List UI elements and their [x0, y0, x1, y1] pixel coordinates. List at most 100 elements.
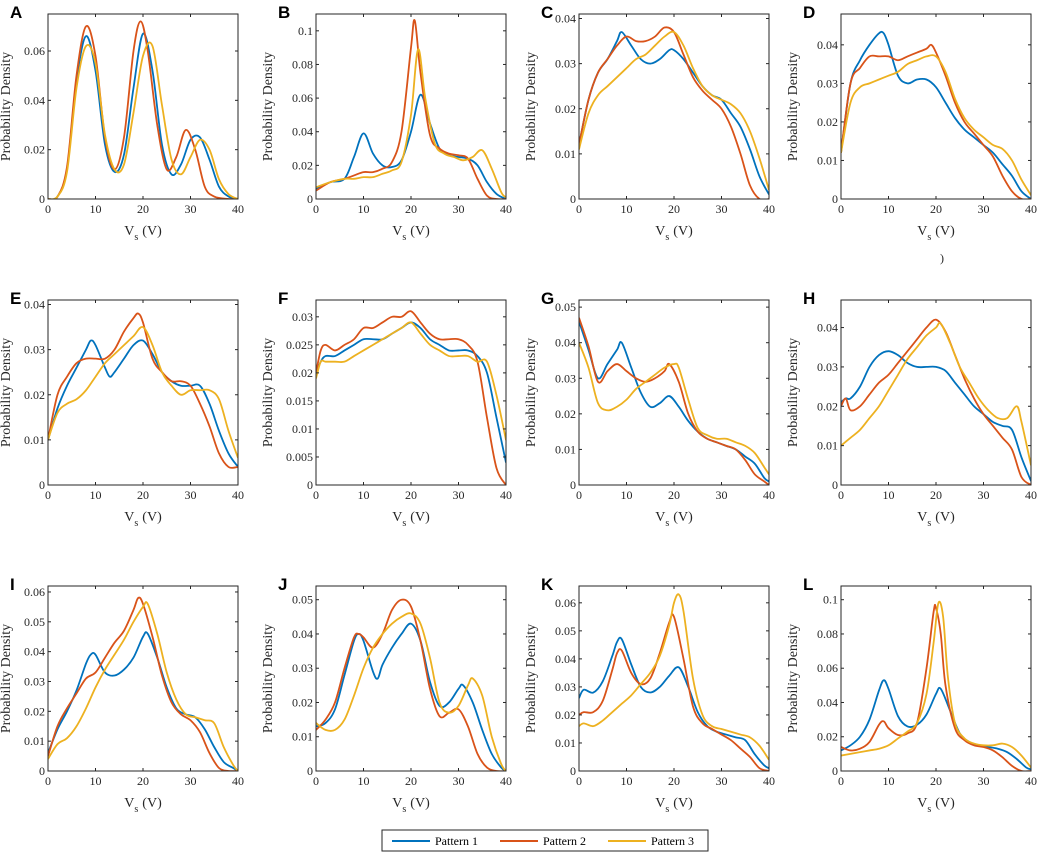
- y-tick-label-k: 0.01: [555, 736, 576, 750]
- axes-box-k: [578, 585, 770, 772]
- x-axis-label-sub-i: s: [134, 804, 138, 815]
- x-axis-label-sub-j: s: [402, 804, 406, 815]
- x-tick-label-d: 20: [930, 202, 942, 216]
- series-line-b-pattern-1: [316, 93, 506, 199]
- x-axis-label-main-c: V: [655, 224, 665, 239]
- y-tick-label-k: 0.04: [555, 652, 576, 666]
- y-tick-label-h: 0.02: [817, 399, 838, 413]
- series-line-a-pattern-2: [48, 20, 238, 199]
- x-tick-label-h: 0: [838, 488, 844, 502]
- x-axis-label-unit-l: (V): [935, 796, 955, 811]
- y-axis-label-c: Probability Density: [524, 52, 539, 161]
- y-tick-label-f: 0.015: [286, 394, 313, 408]
- y-tick-label-l: 0.08: [817, 627, 838, 641]
- y-tick-label-c: 0.03: [555, 57, 576, 71]
- x-axis-label-k: Vs (V): [655, 796, 693, 815]
- x-tick-label-b: 40: [500, 202, 512, 216]
- y-tick-label-d: 0: [832, 192, 838, 206]
- y-tick-label-k: 0.06: [555, 596, 576, 610]
- y-tick-label-i: 0.06: [24, 585, 45, 599]
- x-tick-label-d: 0: [838, 202, 844, 216]
- x-tick-label-g: 20: [668, 488, 680, 502]
- y-tick-label-f: 0.03: [292, 310, 313, 324]
- x-axis-label-c: Vs (V): [655, 224, 693, 243]
- x-axis-label-d: Vs (V): [917, 224, 955, 243]
- series-line-f-pattern-1: [316, 321, 506, 463]
- y-axis-label-h: Probability Density: [786, 338, 801, 447]
- y-tick-label-a: 0.06: [24, 44, 45, 58]
- x-axis-label-sub-b: s: [402, 232, 406, 243]
- series-line-l-pattern-1: [841, 679, 1031, 771]
- x-axis-label-unit-a: (V): [142, 224, 162, 239]
- x-tick-label-c: 20: [668, 202, 680, 216]
- axes-box-f: [315, 299, 507, 486]
- x-axis-label-sub-a: s: [134, 232, 138, 243]
- x-axis-label-main-a: V: [124, 224, 134, 239]
- series-line-l-pattern-3: [841, 600, 1031, 769]
- x-axis-label-main-f: V: [392, 510, 402, 525]
- y-axis-label-i: Probability Density: [0, 624, 14, 733]
- x-tick-label-b: 10: [358, 202, 370, 216]
- series-line-i-pattern-2: [48, 596, 238, 771]
- y-axis-label-b: Probability Density: [261, 52, 276, 161]
- x-axis-label-sub-f: s: [402, 518, 406, 529]
- y-tick-label-f: 0: [307, 478, 313, 492]
- y-tick-label-b: 0.04: [292, 125, 313, 139]
- x-axis-label-unit-h: (V): [935, 510, 955, 525]
- panel-label-a: A: [10, 3, 22, 22]
- y-tick-label-h: 0: [832, 478, 838, 492]
- x-tick-label-i: 40: [232, 774, 244, 788]
- series-line-e-pattern-2: [48, 312, 238, 469]
- y-tick-label-i: 0.03: [24, 674, 45, 688]
- y-tick-label-g: 0.04: [555, 336, 576, 350]
- x-tick-label-c: 10: [621, 202, 633, 216]
- x-axis-label-main-e: V: [124, 510, 134, 525]
- x-tick-label-f: 30: [453, 488, 465, 502]
- x-tick-label-b: 0: [313, 202, 319, 216]
- x-tick-label-g: 0: [576, 488, 582, 502]
- panel-label-h: H: [803, 289, 815, 308]
- series-line-c-pattern-1: [579, 31, 769, 195]
- y-axis-label-a: Probability Density: [0, 52, 14, 161]
- series-line-b-pattern-3: [316, 48, 506, 199]
- x-tick-label-b: 20: [405, 202, 417, 216]
- series-line-h-pattern-1: [841, 350, 1031, 482]
- x-tick-label-k: 30: [716, 774, 728, 788]
- x-tick-label-a: 30: [185, 202, 197, 216]
- series-line-k-pattern-3: [579, 593, 769, 761]
- x-tick-label-e: 30: [185, 488, 197, 502]
- x-tick-label-k: 0: [576, 774, 582, 788]
- y-tick-label-k: 0.05: [555, 624, 576, 638]
- y-tick-label-e: 0.03: [24, 343, 45, 357]
- x-tick-label-a: 40: [232, 202, 244, 216]
- panel-label-l: L: [803, 575, 813, 594]
- x-axis-label-main-l: V: [917, 796, 927, 811]
- panel-h: H 0 10 20 30 40 0 0.01 0.02 0.03 0.04 Vs (V) Probabil…: [786, 289, 1037, 529]
- panel-label-f: F: [278, 289, 288, 308]
- x-tick-label-h: 10: [883, 488, 895, 502]
- series-line-e-pattern-3: [48, 326, 238, 459]
- x-tick-label-l: 30: [978, 774, 990, 788]
- x-axis-label-sub-g: s: [665, 518, 669, 529]
- legend-label-pattern-2: Pattern 2: [543, 834, 586, 848]
- panel-g: G 0 10 20 30 40 0 0.01 0.02 0.03 0.04 0.05 Vs (V) Prob…: [524, 289, 775, 529]
- x-axis-label-sub-h: s: [927, 518, 931, 529]
- y-tick-label-c: 0.04: [555, 12, 576, 26]
- series-line-i-pattern-1: [48, 631, 238, 771]
- series-line-a-pattern-3: [48, 41, 238, 199]
- series-line-d-pattern-2: [841, 43, 1031, 199]
- axes-box-d: [840, 13, 1032, 200]
- series-line-b-pattern-2: [316, 19, 506, 199]
- y-axis-label-l: Probability Density: [786, 624, 801, 733]
- x-tick-label-i: 10: [90, 774, 102, 788]
- x-axis-label-main-d: V: [917, 224, 927, 239]
- x-axis-label-b: Vs (V): [392, 224, 430, 243]
- x-tick-label-d: 10: [883, 202, 895, 216]
- y-tick-label-h: 0.04: [817, 321, 838, 335]
- y-axis-label-j: Probability Density: [261, 624, 276, 733]
- y-tick-label-a: 0: [39, 192, 45, 206]
- x-tick-label-f: 0: [313, 488, 319, 502]
- y-tick-label-k: 0.02: [555, 708, 576, 722]
- y-tick-label-i: 0.04: [24, 645, 45, 659]
